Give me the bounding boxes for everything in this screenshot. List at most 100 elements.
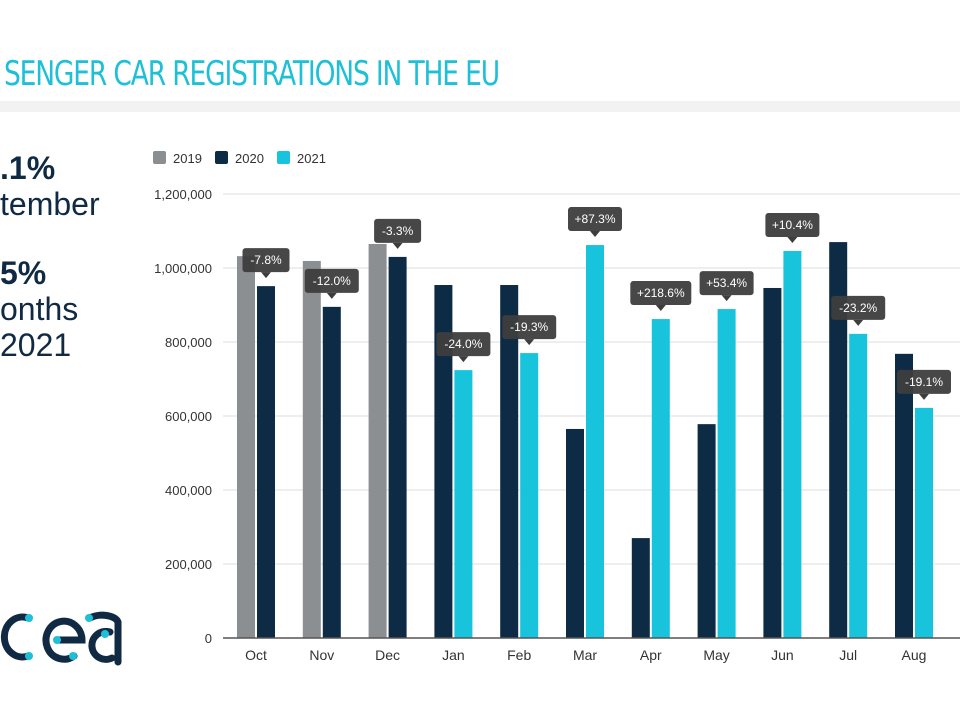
x-tick-label: Jun: [771, 647, 794, 663]
bar-2020-apr: [631, 538, 650, 638]
change-annotation: -3.3%: [374, 218, 422, 249]
bar-2021-feb: [520, 353, 539, 638]
annotation-pointer: [919, 393, 929, 400]
logo-letter-e: [42, 617, 86, 663]
bar-2020-jun: [763, 287, 782, 638]
annotation-text: -7.8%: [250, 253, 282, 267]
bar-2021-aug: [915, 407, 933, 638]
bar-2021-jan: [454, 370, 473, 638]
annotation-pointer: [524, 339, 535, 346]
bar-2021-apr: [651, 319, 670, 638]
change-annotation: -19.1%: [897, 369, 951, 400]
annotation-text: -24.0%: [444, 337, 482, 351]
stat-ytd-label-line2: 2021: [0, 327, 72, 363]
annotation-text: +218.6%: [637, 286, 685, 300]
annotation-box: [630, 281, 692, 306]
annotation-pointer: [392, 242, 403, 249]
legend-swatch-2019: [153, 151, 166, 164]
stat-september-label: tember: [0, 186, 100, 222]
logo-dot: [25, 652, 33, 660]
x-tick-label: Feb: [507, 647, 531, 663]
bar-2019-dec: [368, 243, 387, 638]
annotation-text: -19.3%: [510, 320, 548, 334]
bar-2020-nov: [322, 306, 341, 638]
annotation-text: -23.2%: [839, 301, 877, 315]
annotation-pointer: [655, 305, 666, 312]
bar-2020-may: [697, 424, 716, 638]
stat-september-value: .1%: [0, 150, 56, 186]
bar-2019-oct: [237, 256, 255, 638]
annotation-box: [242, 248, 290, 273]
annotation-text: +10.4%: [772, 218, 813, 232]
annotations: -7.8% -12.0% -3.3% -24.0% -19.3% +87.3% +218.6…: [242, 207, 951, 400]
annotation-pointer: [787, 236, 798, 243]
annotation-box: [765, 212, 820, 237]
change-annotation: -7.8%: [242, 248, 290, 279]
bar-2021-mar: [586, 245, 604, 638]
y-tick-label: 0: [205, 631, 212, 646]
y-tick-label: 600,000: [165, 409, 212, 424]
logo-dot: [25, 614, 33, 622]
x-tick-label: Jul: [839, 647, 857, 663]
change-annotation: +218.6%: [630, 281, 692, 312]
stat-ytd-value: 5%: [0, 255, 47, 291]
x-tick-label: Apr: [640, 647, 662, 663]
annotation-text: -12.0%: [313, 274, 351, 288]
annotation-box: [304, 268, 359, 293]
bar-2019-nov: [302, 260, 321, 638]
acea-logo: [0, 611, 122, 666]
annotation-text: +53.4%: [706, 276, 747, 290]
annotation-box: [897, 369, 951, 394]
legend-swatch-2020: [215, 151, 228, 164]
logo-dot: [69, 652, 77, 660]
annotation-box: [699, 271, 754, 296]
header-divider-band: [0, 101, 960, 112]
annotation-pointer: [261, 272, 271, 279]
change-annotation: -19.3%: [502, 315, 557, 346]
bar-2020-jul: [829, 242, 848, 638]
annotation-box: [436, 332, 491, 357]
change-annotation: +10.4%: [765, 212, 820, 243]
x-tick-label: Oct: [245, 647, 267, 663]
annotation-text: +87.3%: [574, 212, 615, 226]
y-tick-label: 200,000: [165, 557, 212, 572]
annotation-box: [831, 295, 886, 320]
bar-2020-dec: [388, 256, 407, 638]
x-tick-label: Mar: [573, 647, 597, 663]
bars: [237, 242, 933, 639]
bar-2020-jan: [434, 285, 453, 638]
stat-september: .1% tember: [0, 150, 100, 222]
stat-ytd: 5% onths 2021: [0, 255, 78, 363]
x-tick-label: Dec: [375, 647, 400, 663]
annotation-box: [502, 315, 557, 340]
logo-dot: [53, 636, 61, 644]
annotation-pointer: [326, 292, 337, 299]
x-tick-label: Aug: [902, 647, 927, 663]
legend-label-2021: 2021: [297, 151, 326, 166]
annotation-pointer: [853, 319, 864, 326]
bar-2020-mar: [566, 428, 584, 638]
x-tick-label: Nov: [309, 647, 334, 663]
y-tick-label: 800,000: [165, 335, 212, 350]
annotation-box: [568, 207, 622, 232]
annotation-box: [374, 218, 422, 243]
legend-label-2019: 2019: [173, 151, 202, 166]
legend-label-2020: 2020: [235, 151, 264, 166]
x-tick-label: Jan: [442, 647, 465, 663]
legend: 2019 2020 2021: [153, 151, 326, 166]
change-annotation: -23.2%: [831, 295, 886, 326]
bar-2021-jul: [849, 333, 868, 638]
annotation-pointer: [590, 231, 600, 238]
bar-2021-may: [717, 309, 736, 638]
page-title: SENGER CAR REGISTRATIONS IN THE EU: [4, 54, 500, 94]
bar-2020-feb: [500, 285, 519, 638]
annotation-pointer: [721, 295, 732, 302]
axes: 0 200,000 400,000 600,000 800,000 1,000,000 1,…: [154, 187, 960, 663]
logo-dot: [85, 614, 93, 622]
stat-ytd-label-line1: onths: [0, 291, 79, 327]
y-tick-label: 1,000,000: [154, 261, 212, 276]
change-annotation: -24.0%: [436, 332, 491, 363]
annotation-text: -3.3%: [382, 224, 414, 238]
logo-letter-a-stem: [86, 611, 122, 666]
